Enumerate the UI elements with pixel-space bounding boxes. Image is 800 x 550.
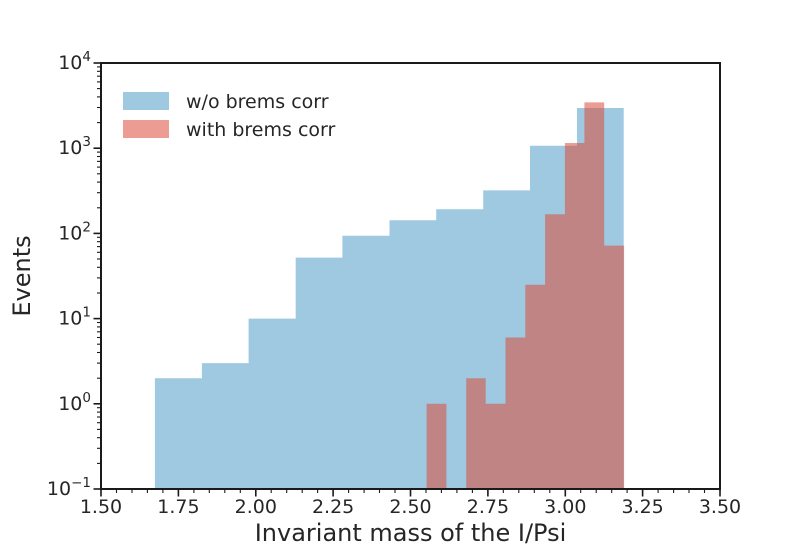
x-tick-label: 2.00: [235, 496, 277, 518]
x-tick-label: 3.00: [544, 496, 586, 518]
plot-area: [154, 102, 625, 490]
y-tick-label: 104: [58, 49, 91, 74]
legend-swatch-blue: [123, 92, 169, 110]
histogram-with-brems-corr: [426, 102, 625, 490]
x-tick-label: 1.50: [80, 496, 122, 518]
x-axis: 1.50 1.75 2.00 2.25 2.50 2.75 3.00 3.25 3.50: [80, 489, 741, 518]
legend-label-red: with brems corr: [186, 119, 335, 141]
x-tick-label: 3.25: [621, 496, 663, 518]
x-tick-label: 2.50: [389, 496, 431, 518]
legend-label-blue: w/o brems corr: [186, 91, 329, 113]
x-tick-label: 1.75: [157, 496, 199, 518]
x-tick-label: 3.50: [699, 496, 741, 518]
axes-spines: [100, 62, 721, 490]
legend: w/o brems corr with brems corr: [123, 91, 335, 141]
y-tick-label: 102: [58, 219, 91, 244]
y-tick-label: 103: [58, 134, 91, 159]
y-tick-label: 101: [58, 305, 91, 330]
legend-swatch-red: [123, 120, 169, 138]
x-tick-label: 2.25: [312, 496, 354, 518]
y-tick-label: 100: [58, 390, 91, 415]
x-tick-label: 2.75: [467, 496, 509, 518]
x-axis-label: Invariant mass of the I/Psi: [255, 519, 567, 547]
y-axis: 10−1 100 101 102 103 104: [47, 49, 101, 500]
y-tick-label: 10−1: [47, 475, 91, 500]
y-axis-label: Events: [8, 235, 36, 316]
